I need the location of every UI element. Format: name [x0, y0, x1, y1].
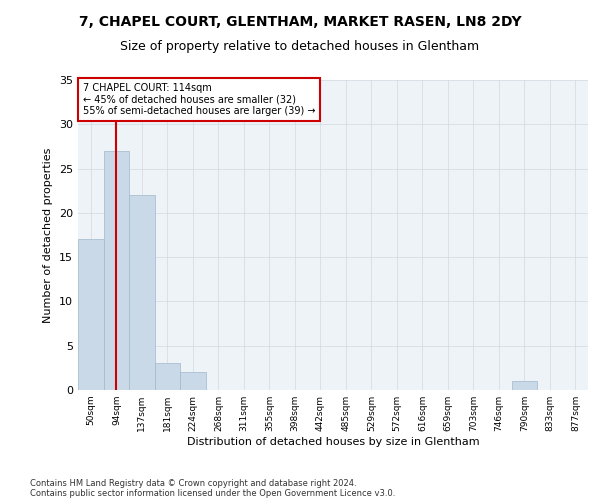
Bar — [129, 195, 155, 390]
Bar — [155, 364, 180, 390]
Y-axis label: Number of detached properties: Number of detached properties — [43, 148, 53, 322]
X-axis label: Distribution of detached houses by size in Glentham: Distribution of detached houses by size … — [187, 437, 479, 447]
Bar — [180, 372, 206, 390]
Text: 7 CHAPEL COURT: 114sqm
← 45% of detached houses are smaller (32)
55% of semi-det: 7 CHAPEL COURT: 114sqm ← 45% of detached… — [83, 83, 316, 116]
Bar — [78, 240, 104, 390]
Text: Contains public sector information licensed under the Open Government Licence v3: Contains public sector information licen… — [30, 488, 395, 498]
Bar — [512, 381, 537, 390]
Text: Size of property relative to detached houses in Glentham: Size of property relative to detached ho… — [121, 40, 479, 53]
Text: 7, CHAPEL COURT, GLENTHAM, MARKET RASEN, LN8 2DY: 7, CHAPEL COURT, GLENTHAM, MARKET RASEN,… — [79, 15, 521, 29]
Text: Contains HM Land Registry data © Crown copyright and database right 2024.: Contains HM Land Registry data © Crown c… — [30, 478, 356, 488]
Bar — [104, 151, 129, 390]
